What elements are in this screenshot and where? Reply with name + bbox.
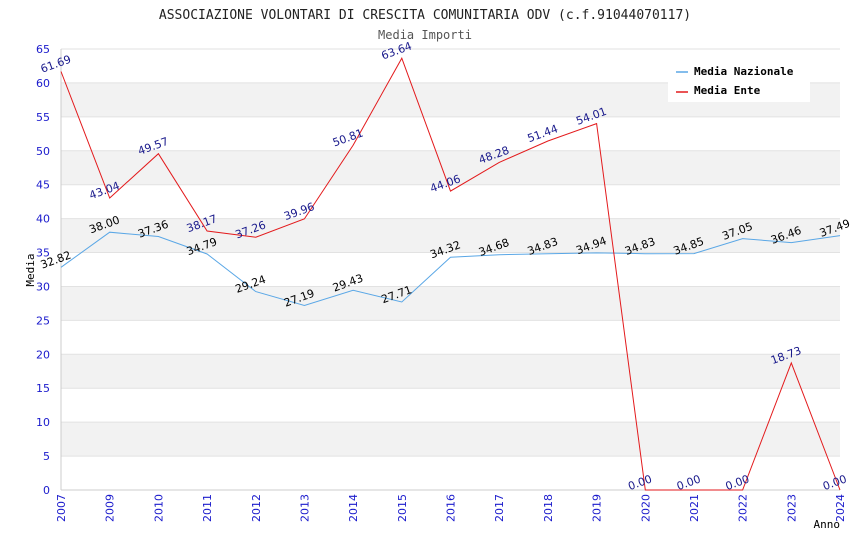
grid-band: [61, 422, 840, 457]
y-tick-label: 45: [36, 179, 50, 192]
y-axis-title: Media: [24, 253, 37, 286]
y-tick-labels: 0 5 10 15 20 25 30 35 40 45 50 55 60 65: [36, 43, 50, 497]
x-tick-label: 2013: [298, 494, 311, 522]
x-tick-label: 2007: [55, 494, 68, 522]
x-tick-label: 2019: [591, 494, 604, 522]
x-tick-label: 2021: [688, 494, 701, 522]
grid-band: [61, 320, 840, 355]
y-tick-label: 60: [36, 77, 50, 90]
series-line-media-ente: [60, 57, 841, 491]
x-tick-label: 2011: [201, 494, 214, 522]
x-tick-label: 2022: [737, 494, 750, 522]
legend-box: [668, 60, 810, 102]
x-tick-label: 2020: [639, 494, 652, 522]
x-tick-label: 2014: [347, 494, 360, 522]
x-tick-label: 2024: [834, 494, 847, 522]
y-tick-label: 20: [36, 348, 50, 361]
legend-label-media-nazionale: Media Nazionale: [694, 65, 794, 78]
y-tick-label: 35: [36, 247, 50, 260]
grid-band: [61, 252, 840, 287]
y-tick-label: 15: [36, 382, 50, 395]
y-tick-label: 5: [43, 450, 50, 463]
series-lines: [60, 57, 841, 491]
grid-band: [61, 388, 840, 423]
grid-band: [61, 150, 840, 185]
legend: Media Nazionale Media Ente: [668, 60, 810, 102]
grid-band: [61, 116, 840, 151]
y-tick-label: 40: [36, 213, 50, 226]
chart-title: ASSOCIAZIONE VOLONTARI DI CRESCITA COMUN…: [159, 8, 691, 23]
grid-band: [61, 354, 840, 389]
y-tick-label: 10: [36, 416, 50, 429]
y-tick-label: 65: [36, 43, 50, 56]
series-line-media-nazionale: [60, 231, 841, 307]
legend-label-media-ente: Media Ente: [694, 84, 761, 97]
y-tick-label: 55: [36, 111, 50, 124]
y-tick-label: 50: [36, 145, 50, 158]
x-tick-label: 2016: [445, 494, 458, 522]
grid-band: [61, 218, 840, 253]
chart-subtitle: Media Importi: [378, 28, 472, 42]
x-tick-label: 2017: [493, 494, 506, 522]
x-tick-label: 2009: [104, 494, 117, 522]
grid-band: [61, 286, 840, 321]
y-tick-label: 25: [36, 314, 50, 327]
x-tick-label: 2023: [785, 494, 798, 522]
grid-band: [61, 456, 840, 490]
x-axis-title: Anno: [814, 518, 841, 531]
x-tick-label: 2018: [542, 494, 555, 522]
x-tick-labels: 2007 2009 2010 2011 2012 2013 2014 2015 2016 2017…: [55, 494, 847, 522]
x-tick-label: 2015: [396, 494, 409, 522]
y-tick-label: 30: [36, 280, 50, 293]
y-tick-label: 0: [43, 484, 50, 497]
x-tick-label: 2012: [250, 494, 263, 522]
grid-bands: [61, 49, 840, 490]
x-tick-label: 2010: [152, 494, 165, 522]
